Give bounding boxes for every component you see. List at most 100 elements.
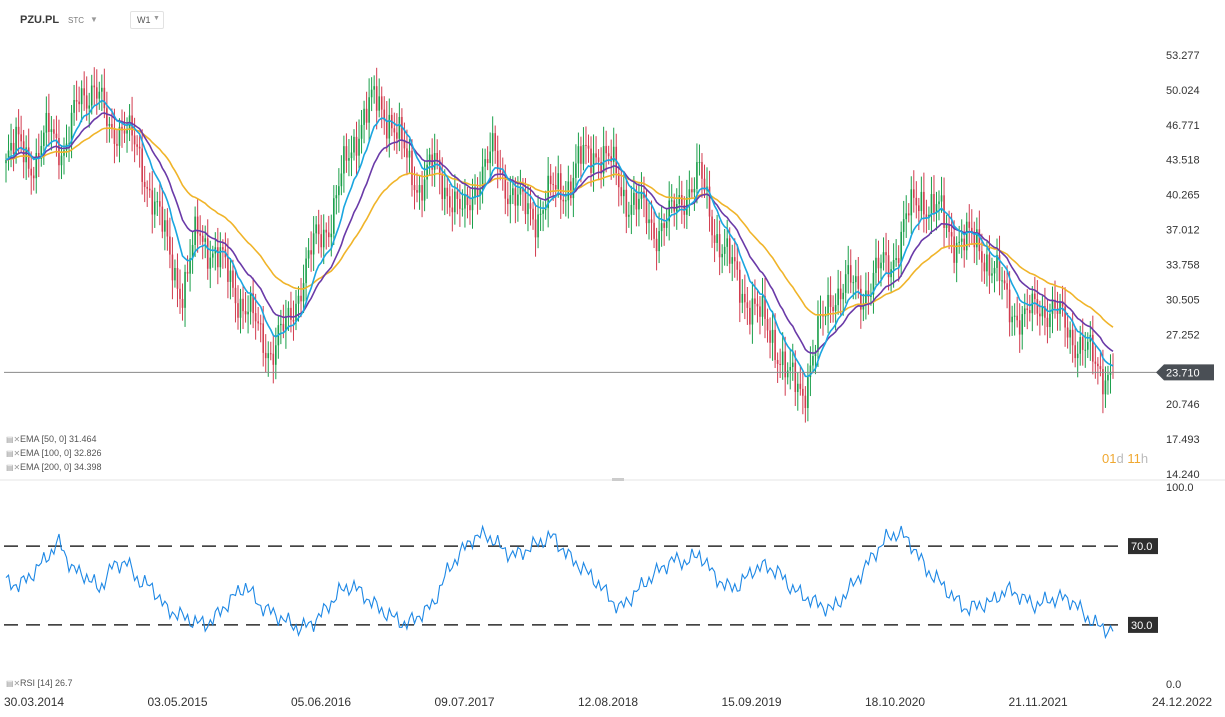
candle-body[interactable]	[239, 298, 242, 318]
candle-body[interactable]	[653, 222, 655, 239]
candle-body[interactable]	[791, 362, 794, 368]
candle-body[interactable]	[824, 315, 827, 317]
candle-body[interactable]	[146, 186, 149, 189]
candle-body[interactable]	[786, 370, 789, 378]
candle-body[interactable]	[900, 231, 902, 263]
candle-body[interactable]	[559, 173, 562, 200]
candle-body[interactable]	[166, 220, 169, 237]
candle-body[interactable]	[454, 191, 456, 213]
candle-body[interactable]	[595, 153, 597, 158]
candle-body[interactable]	[802, 388, 804, 396]
candle-body[interactable]	[481, 166, 484, 190]
candle-body[interactable]	[204, 238, 207, 242]
candle-body[interactable]	[1076, 353, 1079, 359]
candle-body[interactable]	[910, 189, 913, 216]
candle-body[interactable]	[744, 293, 746, 303]
candle-body[interactable]	[963, 238, 966, 251]
candle-body[interactable]	[27, 147, 30, 169]
candle-body[interactable]	[443, 187, 446, 200]
candle-body[interactable]	[1028, 310, 1031, 314]
candle-body[interactable]	[464, 194, 466, 209]
candle-body[interactable]	[111, 123, 113, 129]
candle-body[interactable]	[484, 159, 486, 167]
candle-body[interactable]	[923, 191, 925, 215]
candle-body[interactable]	[668, 200, 670, 222]
candle-body[interactable]	[733, 257, 736, 262]
candle-body[interactable]	[552, 184, 554, 186]
candle-body[interactable]	[809, 365, 812, 378]
candle-body[interactable]	[1084, 349, 1087, 351]
candle-body[interactable]	[55, 133, 58, 138]
candle-body[interactable]	[769, 330, 771, 343]
candle-body[interactable]	[116, 143, 118, 146]
candle-body[interactable]	[925, 214, 928, 218]
candle-body[interactable]	[764, 296, 766, 319]
candle-body[interactable]	[365, 108, 368, 123]
candle-body[interactable]	[693, 188, 696, 193]
candle-body[interactable]	[852, 282, 855, 284]
candle-body[interactable]	[996, 254, 998, 268]
candle-body[interactable]	[428, 154, 431, 165]
candle-body[interactable]	[494, 133, 496, 151]
candle-body[interactable]	[327, 232, 330, 238]
candle-body[interactable]	[756, 303, 759, 307]
candle-body[interactable]	[317, 224, 320, 235]
candle-body[interactable]	[280, 323, 282, 326]
candle-body[interactable]	[1034, 293, 1036, 300]
candle-body[interactable]	[93, 85, 96, 88]
candle-body[interactable]	[933, 194, 935, 213]
settings-icon[interactable]: ▤✕	[6, 679, 21, 688]
candle-body[interactable]	[524, 191, 527, 215]
candle-body[interactable]	[832, 306, 834, 312]
candle-body[interactable]	[179, 288, 181, 299]
candle-body[interactable]	[383, 109, 386, 121]
candle-body[interactable]	[90, 85, 93, 106]
candle-body[interactable]	[375, 86, 378, 111]
candle-body[interactable]	[153, 201, 156, 215]
candle-body[interactable]	[320, 234, 323, 248]
candle-body[interactable]	[517, 194, 519, 206]
candle-body[interactable]	[300, 295, 302, 302]
candle-body[interactable]	[148, 188, 151, 191]
candle-body[interactable]	[108, 123, 111, 126]
candle-body[interactable]	[350, 152, 353, 159]
candle-body[interactable]	[1104, 380, 1107, 395]
candle-body[interactable]	[479, 189, 481, 196]
candle-body[interactable]	[7, 150, 10, 160]
candle-body[interactable]	[282, 323, 285, 331]
candle-body[interactable]	[804, 395, 807, 409]
candle-body[interactable]	[247, 311, 249, 315]
candle-body[interactable]	[1079, 337, 1082, 354]
candle-body[interactable]	[512, 188, 514, 196]
ema100-legend[interactable]: ▤✕EMA [100, 0] 32.826	[6, 448, 102, 458]
candle-body[interactable]	[209, 257, 212, 269]
candle-body[interactable]	[549, 175, 552, 185]
candle-body[interactable]	[678, 195, 681, 205]
candle-body[interactable]	[159, 201, 161, 207]
candle-body[interactable]	[849, 265, 852, 283]
candle-body[interactable]	[837, 288, 839, 306]
candle-body[interactable]	[539, 213, 542, 215]
candle-body[interactable]	[48, 112, 50, 132]
candle-body[interactable]	[950, 232, 953, 237]
candle-body[interactable]	[650, 219, 653, 223]
mode-dropdown-icon[interactable]: ▼	[90, 15, 98, 24]
candle-body[interactable]	[968, 221, 971, 228]
candle-body[interactable]	[338, 186, 340, 196]
candle-body[interactable]	[587, 145, 590, 149]
candle-body[interactable]	[620, 187, 623, 197]
candle-body[interactable]	[504, 172, 507, 199]
candle-body[interactable]	[796, 383, 799, 392]
candle-body[interactable]	[259, 323, 262, 325]
candle-body[interactable]	[17, 126, 20, 135]
candle-body[interactable]	[834, 305, 837, 312]
candle-body[interactable]	[217, 247, 219, 268]
candle-body[interactable]	[322, 229, 325, 248]
candle-body[interactable]	[378, 96, 381, 111]
candle-body[interactable]	[976, 229, 978, 248]
candle-body[interactable]	[1013, 315, 1016, 317]
candle-body[interactable]	[1092, 334, 1094, 362]
candle-body[interactable]	[1071, 329, 1074, 346]
candle-body[interactable]	[406, 148, 408, 158]
candle-body[interactable]	[638, 198, 640, 210]
